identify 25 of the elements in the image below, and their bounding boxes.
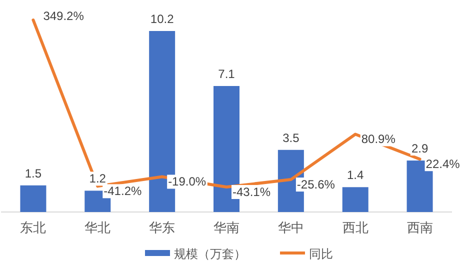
data-label: -19.0% bbox=[168, 174, 206, 189]
data-label: 1.2 bbox=[89, 172, 106, 186]
data-label: -41.2% bbox=[104, 184, 142, 198]
data-label: 22.4% bbox=[426, 157, 460, 172]
bar bbox=[20, 185, 46, 212]
data-label: 349.2% bbox=[43, 9, 84, 23]
x-tick-label: 东北 bbox=[20, 220, 46, 235]
data-label: 2.9 bbox=[411, 142, 428, 156]
legend-label: 规模（万套） bbox=[174, 247, 246, 261]
data-label: 10.2 bbox=[150, 12, 174, 26]
x-tick-label: 华北 bbox=[84, 220, 111, 235]
legend-label: 同比 bbox=[309, 247, 333, 261]
data-label: -43.1% bbox=[232, 185, 271, 199]
x-tick-label: 华南 bbox=[214, 220, 240, 235]
x-tick-label: 西北 bbox=[342, 220, 368, 235]
data-label: 1.5 bbox=[24, 166, 42, 180]
data-label: 80.9% bbox=[361, 132, 396, 146]
data-label: -25.6% bbox=[296, 178, 336, 192]
data-label: 7.1 bbox=[218, 67, 236, 82]
data-label: 3.5 bbox=[282, 130, 300, 145]
x-tick-label: 华中 bbox=[278, 220, 304, 235]
bar bbox=[342, 187, 368, 212]
x-tick-label: 西南 bbox=[406, 220, 433, 235]
data-label: 1.4 bbox=[347, 168, 364, 182]
x-tick-label: 华东 bbox=[149, 220, 176, 235]
